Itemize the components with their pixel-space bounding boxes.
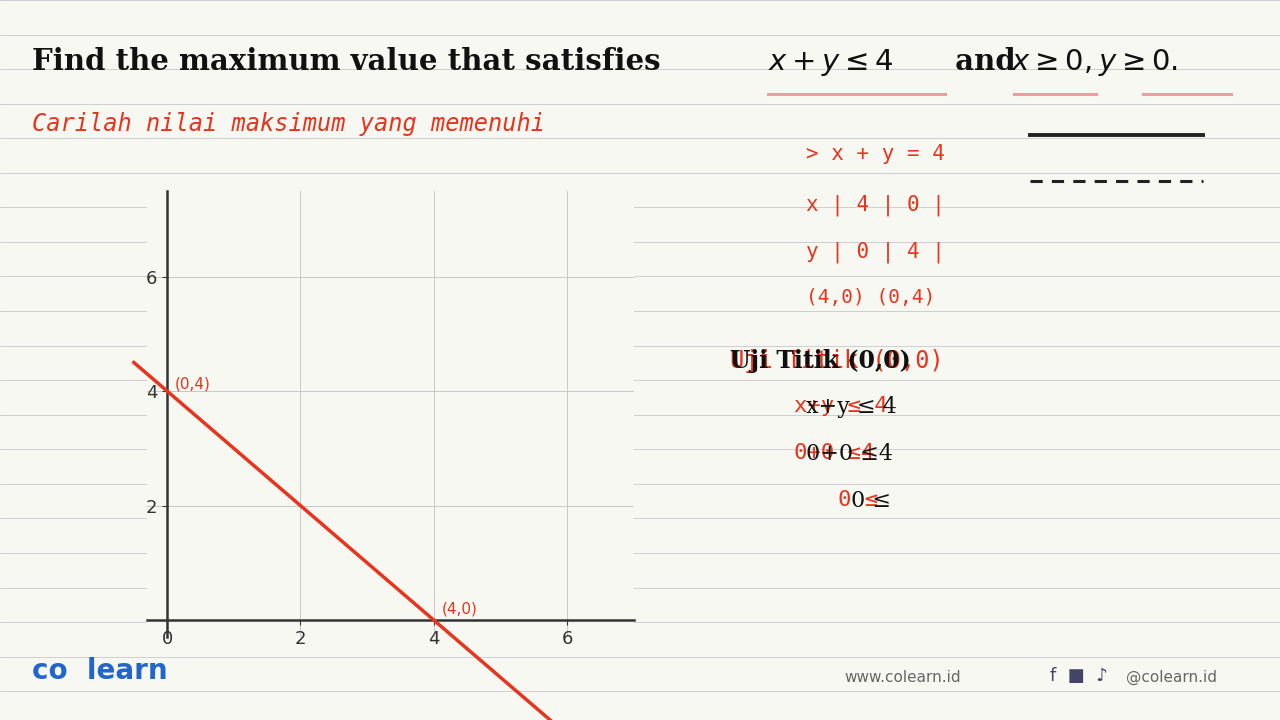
Text: Uji Titik (0,0): Uji Titik (0,0) (730, 349, 943, 373)
Text: y | 0 | 4 |: y | 0 | 4 | (806, 241, 945, 263)
Text: 0 ≤: 0 ≤ (838, 490, 878, 510)
Text: (4,0): (4,0) (442, 601, 477, 616)
Text: www.colearn.id: www.colearn.id (845, 670, 961, 685)
Text: > x + y = 4: > x + y = 4 (806, 144, 945, 164)
Text: $x \geq 0, y \geq 0.$: $x \geq 0, y \geq 0.$ (1011, 47, 1178, 78)
Text: 0+0 ≤4: 0+0 ≤4 (806, 443, 893, 465)
Text: $x + y \leq 4$: $x + y \leq 4$ (768, 47, 893, 78)
Text: x+y ≤ 4: x+y ≤ 4 (794, 396, 887, 416)
Text: x+y ≤ 4: x+y ≤ 4 (806, 396, 897, 418)
Text: Uji Titik (0,0): Uji Titik (0,0) (730, 349, 910, 373)
Text: and: and (945, 47, 1025, 76)
Text: x | 4 | 0 |: x | 4 | 0 | (806, 194, 945, 216)
Text: co  learn: co learn (32, 657, 168, 685)
Text: Carilah nilai maksimum yang memenuhi: Carilah nilai maksimum yang memenuhi (32, 112, 545, 135)
Text: 0+0 ≤4: 0+0 ≤4 (794, 443, 874, 463)
Text: @colearn.id: @colearn.id (1126, 670, 1217, 685)
Text: f  ■  ♪: f ■ ♪ (1050, 667, 1107, 685)
Text: 0 ≤: 0 ≤ (851, 490, 891, 512)
Text: (0,4): (0,4) (175, 377, 211, 391)
Text: (4,0) (0,4): (4,0) (0,4) (806, 288, 936, 307)
Text: Find the maximum value that satisfies: Find the maximum value that satisfies (32, 47, 671, 76)
